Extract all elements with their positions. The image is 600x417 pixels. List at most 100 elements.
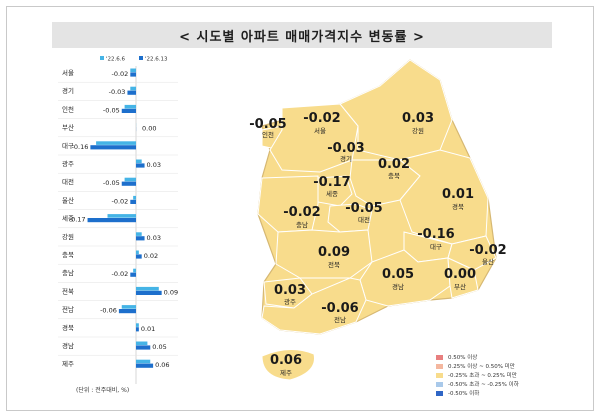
region-name: 대전 (358, 215, 370, 224)
legend-row: -0.25% 초과 ~ 0.25% 미만 (436, 371, 576, 380)
bar-prev-week (136, 232, 142, 236)
bar-curr-week (136, 290, 162, 295)
legend-swatch (436, 372, 443, 378)
value-label: 0.01 (141, 325, 155, 333)
value-label: -0.03 (109, 88, 126, 96)
legend-label: 0.50% 이상 (448, 355, 478, 362)
value-label: -0.06 (100, 307, 117, 315)
bar-curr-week (130, 199, 136, 204)
bar-prev-week (133, 268, 136, 273)
bar-curr-week (136, 254, 142, 259)
category-label: 세종 (62, 214, 74, 223)
value-label: 0.00 (142, 125, 156, 133)
legend-row: -0.50% 초과 ~ -0.25% 이하 (436, 380, 576, 389)
map-legend: 0.50% 이상 0.25% 이상 ~ 0.50% 미만 -0.25% 초과 ~… (436, 353, 576, 398)
bar-curr-week (130, 272, 136, 277)
bar-curr-week (136, 345, 151, 350)
region-value: 0.06 (270, 353, 302, 368)
region-name: 부산 (454, 282, 466, 291)
bar-curr-week (121, 181, 136, 186)
legend-swatch-curr (139, 56, 143, 60)
title-bar: < 시도별 아파트 매매가격지수 변동률 > (52, 22, 552, 48)
bar-prev-week (107, 214, 136, 218)
bar-curr-week (136, 163, 145, 168)
value-label: 0.09 (164, 288, 178, 296)
bar-curr-week (130, 72, 136, 77)
bar-prev-week (130, 68, 136, 73)
bar-curr-week (127, 90, 136, 95)
region-name: 충남 (296, 220, 308, 229)
category-label: 충남 (62, 268, 74, 277)
legend-row: 0.50% 이상 (436, 353, 576, 362)
category-label: 부산 (62, 123, 74, 132)
category-label: 경북 (62, 323, 74, 332)
region-name: 제주 (280, 369, 292, 377)
map-shapes (257, 59, 497, 381)
region-shape (447, 257, 479, 299)
region-name: 세종 (326, 189, 338, 198)
bar-curr-week (136, 363, 154, 368)
region-value: -0.17 (313, 175, 350, 190)
bar-prev-week (124, 104, 136, 109)
region-name: 경기 (340, 154, 352, 163)
region-name: 강원 (412, 126, 424, 135)
bar-prev-week (133, 195, 136, 200)
legend-series-curr: '22.6.13 (145, 57, 168, 63)
unit-note: (단위 : 전주대비, %) (76, 386, 129, 394)
region-value: 0.03 (274, 283, 306, 298)
region-shape (339, 59, 453, 161)
region-value: -0.03 (327, 141, 364, 156)
region-value: 0.09 (318, 245, 350, 260)
bar-curr-week (121, 108, 136, 113)
region-value: 0.05 (382, 267, 414, 282)
value-label: -0.17 (69, 216, 86, 224)
category-label: 강원 (62, 232, 74, 241)
region-shape (447, 235, 497, 271)
region-value: 0.00 (444, 267, 476, 282)
bar-prev-week (136, 341, 148, 346)
value-label: 0.05 (152, 343, 166, 351)
region-value: -0.05 (249, 117, 286, 132)
legend-swatch (436, 354, 443, 360)
region-shape (269, 103, 359, 173)
region-value: -0.05 (345, 201, 382, 216)
region-name: 전남 (334, 315, 346, 324)
region-name: 경북 (452, 202, 464, 211)
category-label: 전북 (62, 286, 74, 295)
region-value: 0.02 (378, 157, 410, 172)
value-label: 0.03 (147, 161, 161, 169)
region-name: 충북 (388, 171, 400, 180)
category-label: 전남 (62, 305, 74, 314)
value-label: -0.02 (111, 197, 128, 205)
value-label: 0.03 (147, 234, 161, 242)
region-value: 0.03 (402, 111, 434, 126)
legend-label: -0.50% 이하 (448, 391, 480, 398)
legend-label: 0.25% 이상 ~ 0.50% 미만 (448, 364, 515, 371)
bar-prev-week (121, 305, 136, 309)
bar-curr-week (90, 145, 136, 150)
region-name: 울산 (482, 257, 494, 266)
region-name: 전북 (328, 260, 340, 269)
bar-prev-week (136, 323, 139, 327)
bar-legend: '22.6.6 '22.6.13 (100, 56, 168, 63)
legend-swatch (436, 381, 443, 387)
bar-prev-week (96, 141, 136, 145)
legend-row: -0.50% 이하 (436, 389, 576, 398)
value-label: 0.06 (155, 361, 169, 369)
region-value: 0.01 (442, 187, 474, 202)
category-label: 대구 (62, 142, 74, 150)
region-value: -0.02 (469, 243, 506, 258)
region-name: 대구 (430, 243, 442, 251)
bar-prev-week (136, 159, 142, 164)
value-label: -0.05 (103, 179, 120, 187)
region-value: -0.02 (303, 111, 340, 126)
legend-row: 0.25% 이상 ~ 0.50% 미만 (436, 362, 576, 371)
category-label: 충북 (62, 250, 74, 259)
legend-label: -0.25% 초과 ~ 0.25% 미만 (448, 373, 517, 380)
category-label: 광주 (62, 160, 74, 168)
region-name: 경남 (392, 282, 404, 291)
bar-prev-week (136, 250, 139, 255)
bar-curr-week (87, 218, 136, 223)
region-name: 인천 (262, 130, 274, 139)
